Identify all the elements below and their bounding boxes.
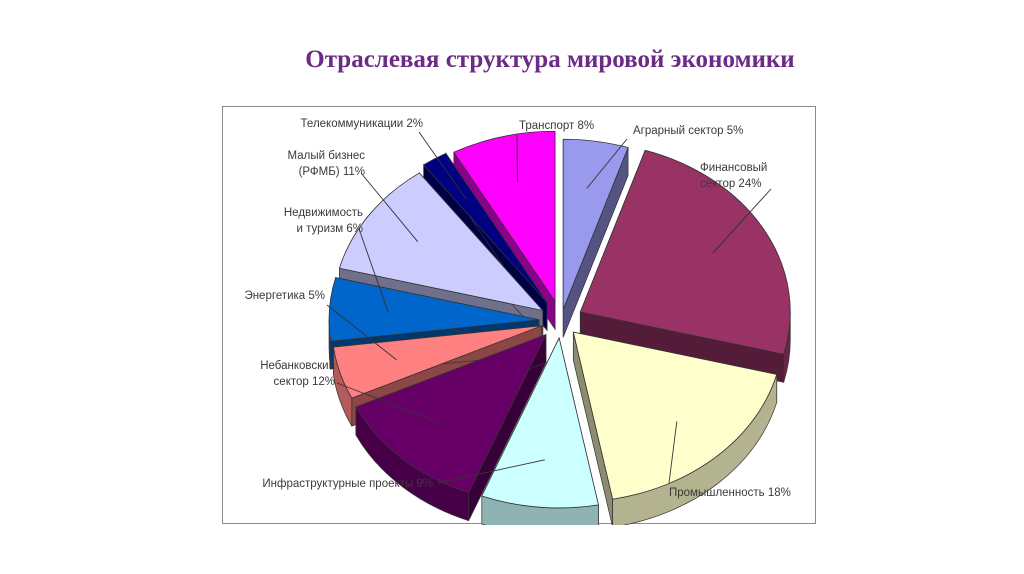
pie-slice-top-4 [481, 336, 599, 509]
leader-line-5 [336, 382, 443, 425]
leader-line-2 [712, 188, 772, 254]
slice-label-4: Инфраструктурные проекты 9% [262, 478, 433, 490]
pie-slice-3 [572, 331, 778, 525]
pie-slice-2 [579, 149, 791, 383]
pie-slice-1 [562, 138, 629, 338]
pie-slice-top-8 [338, 172, 544, 312]
slice-label-10: Транспорт 8% [519, 120, 594, 132]
leader-line-6 [326, 304, 397, 361]
leader-line-1 [586, 138, 628, 189]
chart-frame: Аграрный сектор 5% Финансовый сектор 24% Пр… [222, 106, 816, 525]
pie-slice-top-10 [453, 130, 556, 303]
slice-label-3: Промышленность 18% [669, 487, 791, 499]
pie-slice-top-9 [423, 152, 548, 303]
slice-label-5: Небанковский сектор 12% [260, 360, 335, 388]
pie-slice-top-6 [332, 325, 542, 399]
leader-line-3 [668, 421, 678, 484]
leader-line-7 [358, 228, 389, 313]
pie-slice-top-5 [355, 333, 547, 494]
pie-slice-top-3 [572, 331, 778, 500]
pie-slice-4 [481, 336, 599, 525]
page-title: Отраслевая структура мировой экономики [305, 46, 795, 73]
slice-label-8: Малый бизнес (РФМБ) 11% [288, 150, 366, 178]
slice-label-2: Финансовый сектор 24% [700, 162, 767, 190]
slice-label-1: Аграрный сектор 5% [633, 125, 743, 137]
pie-slice-5 [355, 333, 547, 522]
leader-line-8 [360, 172, 419, 242]
leader-line-4 [437, 459, 545, 484]
pie-slice-top-1 [562, 138, 629, 310]
slice-label-7: Недвижимость и туризм 6% [284, 207, 363, 235]
pie-chart: Аграрный сектор 5% Финансовый сектор 24% Пр… [244, 118, 791, 525]
slice-label-6: Энергетика 5% [244, 290, 325, 302]
pie-slice-top-2 [579, 149, 791, 355]
slice-label-9: Телекоммуникации 2% [301, 118, 423, 130]
leader-line-9 [418, 131, 467, 200]
